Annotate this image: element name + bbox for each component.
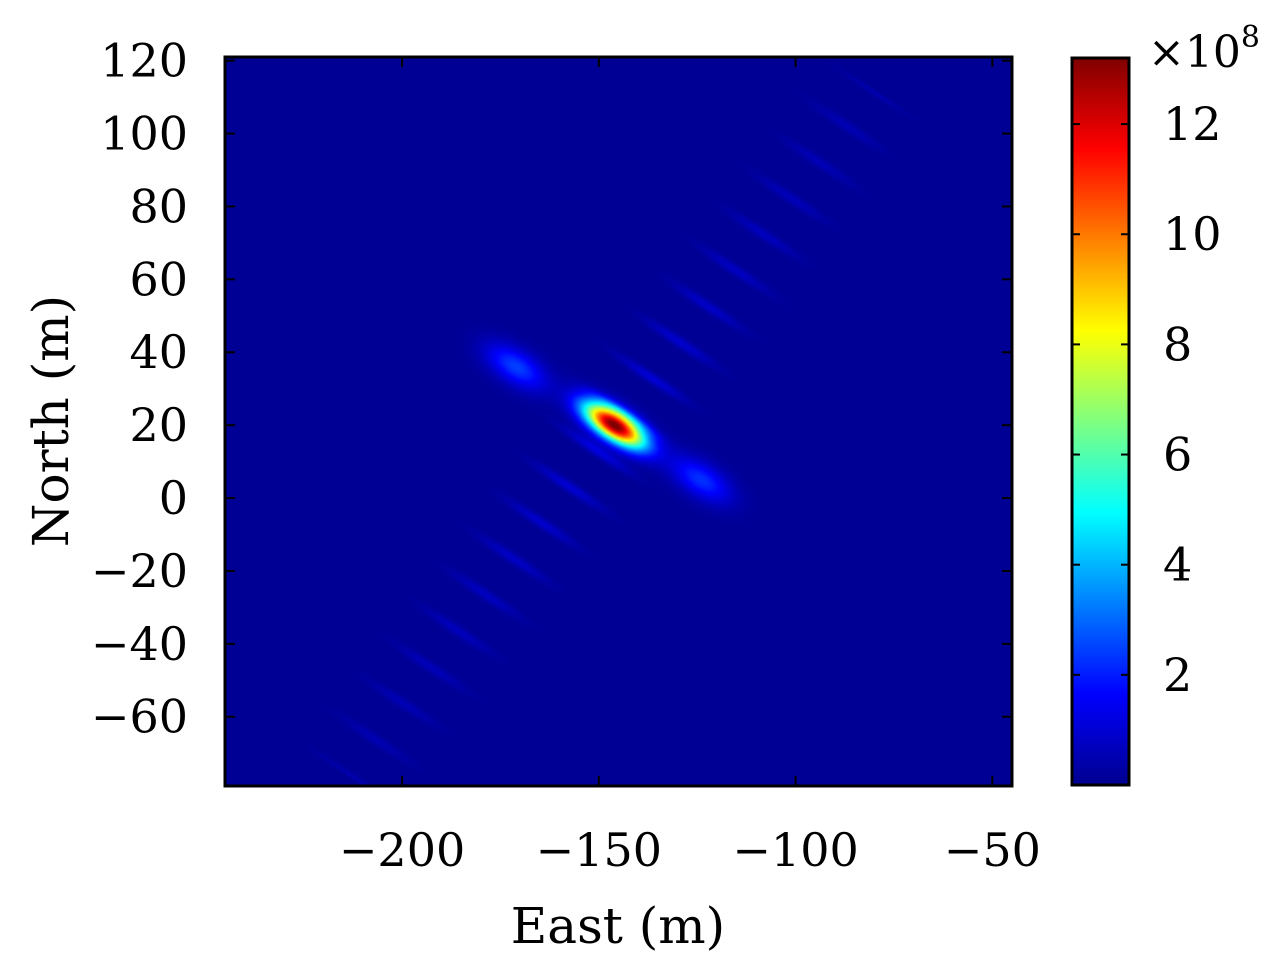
x-axis-ticks: −200 −150 −100 −50 [339,57,1041,877]
colorbar-tick-label: 2 [1163,648,1192,702]
colorbar-multiplier-exponent: 8 [1241,20,1260,55]
colorbar-tick-label: 4 [1163,538,1192,592]
colorbar-multiplier: ×108 [1148,20,1260,78]
x-tick-label: −50 [944,823,1041,877]
colorbar-tick-label: 10 [1163,207,1222,261]
colorbar-multiplier-base: ×10 [1148,27,1241,78]
colorbar-gradient [1072,58,1129,785]
x-tick-label: −100 [732,823,858,877]
y-tick-label: 120 [100,34,188,88]
y-tick-label: 40 [129,325,188,379]
x-tick-label: −200 [339,823,465,877]
y-tick-label: 80 [129,179,188,233]
colorbar-tick-label: 8 [1163,317,1192,371]
heatmap-plot-area [223,55,1014,788]
y-tick-label: 100 [100,107,188,161]
y-tick-label: −40 [91,617,188,671]
y-tick-label: 0 [159,471,188,525]
x-axis-label: East (m) [511,897,725,955]
plot-frame [223,55,1014,788]
y-axis-ticks: 120 100 80 60 40 20 0 −20 −40 −60 [91,34,1012,744]
colorbar-ticks: 2 4 6 8 10 12 [1072,97,1222,702]
y-tick-label: −20 [91,544,188,598]
y-tick-label: 20 [129,398,188,452]
x-tick-label: −150 [536,823,662,877]
y-axis-label: North (m) [22,295,80,547]
heatmap-image [225,57,1012,786]
y-tick-label: 60 [129,252,188,306]
colorbar-tick-label: 12 [1163,97,1222,151]
colorbar-tick-label: 6 [1163,428,1192,482]
colorbar-frame [1070,56,1131,787]
y-tick-label: −60 [91,690,188,744]
